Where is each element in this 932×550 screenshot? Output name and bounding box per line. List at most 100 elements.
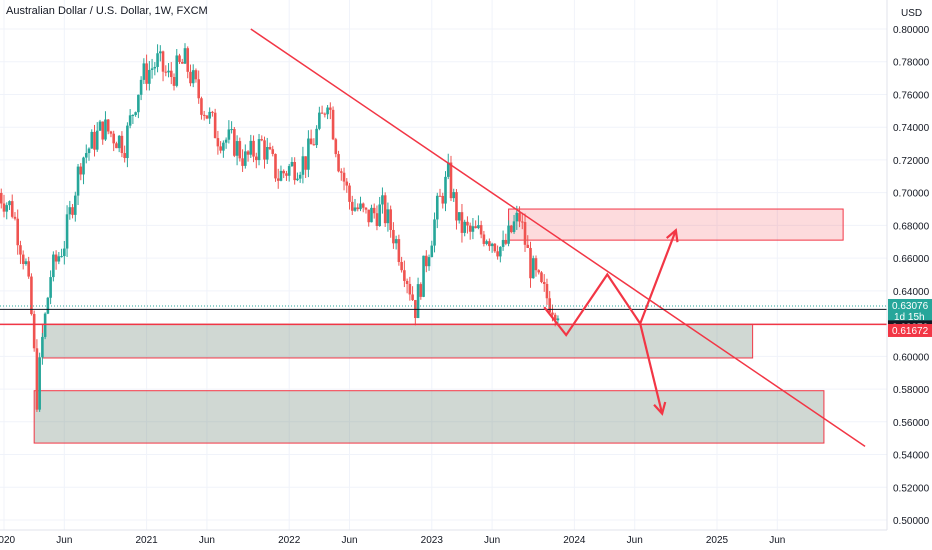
- candle: [490, 242, 494, 253]
- candle: [422, 255, 425, 298]
- supply-demand-zones: [33, 208, 844, 444]
- candle-body: [477, 225, 480, 229]
- price-tick-label: 0.76000: [893, 90, 930, 101]
- candle-body: [46, 297, 50, 314]
- candle: [246, 150, 250, 162]
- candle-body: [43, 313, 47, 337]
- candle-body: [455, 192, 458, 221]
- candle: [375, 205, 379, 231]
- candle: [296, 172, 299, 182]
- candle-body: [153, 66, 157, 69]
- price-tick-label: 0.60000: [893, 352, 930, 363]
- candle-body: [244, 151, 247, 166]
- candle: [499, 246, 502, 263]
- candle: [60, 248, 63, 258]
- candle-body: [271, 149, 275, 154]
- projection-path-down: [639, 323, 664, 414]
- candle: [526, 235, 530, 249]
- candle-body: [126, 125, 129, 159]
- candle: [137, 94, 140, 119]
- candle: [501, 230, 505, 251]
- candle-body: [529, 247, 532, 279]
- candle-body: [13, 216, 17, 219]
- candle: [326, 105, 329, 120]
- candle: [446, 153, 450, 180]
- candle: [233, 126, 236, 158]
- candle: [507, 220, 510, 247]
- candle: [485, 239, 488, 246]
- candle: [386, 202, 390, 232]
- candle-body: [104, 119, 107, 140]
- candle-body: [356, 207, 360, 210]
- candle: [320, 105, 324, 114]
- arrowhead-up: [666, 228, 679, 243]
- candle-body: [403, 270, 406, 281]
- candle: [142, 58, 146, 85]
- candle-body: [499, 246, 502, 257]
- candle-body: [115, 143, 118, 149]
- candle-body: [282, 170, 286, 174]
- candle: [194, 68, 198, 83]
- support-zone: [33, 390, 825, 444]
- candle-body: [482, 234, 486, 244]
- last-price-value: 0.63076: [892, 301, 929, 312]
- candle-body: [350, 201, 354, 211]
- candle: [435, 192, 439, 229]
- candle-body: [101, 121, 105, 140]
- candle-body: [172, 77, 176, 86]
- candle: [68, 200, 72, 220]
- candle-body: [164, 71, 168, 73]
- candle-body: [208, 111, 211, 119]
- time-axis[interactable]: 2020 Jun 2021 Jun 2022 Jun 2023 Jun 2024 Jun 2025 J…: [0, 529, 887, 546]
- chart-title: Australian Dollar / U.S. Dollar, 1W, FXC…: [6, 5, 208, 17]
- candle-body: [10, 201, 14, 217]
- candle: [274, 153, 277, 182]
- candle: [419, 282, 423, 300]
- candle: [345, 178, 349, 193]
- candle-body: [468, 225, 472, 232]
- candle: [466, 216, 469, 234]
- candle-body: [556, 318, 560, 321]
- candle: [161, 50, 165, 82]
- candle: [175, 48, 179, 88]
- candle: [180, 58, 184, 64]
- candle-body: [488, 241, 491, 247]
- candle: [449, 155, 453, 202]
- candle-body: [329, 107, 332, 110]
- candle: [455, 189, 458, 230]
- candle: [471, 218, 475, 240]
- candle-body: [16, 218, 20, 246]
- price-axis[interactable]: USD 0.80000 0.78000 0.76000 0.74000 0.72000 0…: [886, 0, 932, 530]
- candle-body: [411, 294, 414, 301]
- candle-body: [493, 243, 497, 252]
- candle: [397, 234, 401, 266]
- candle-body: [427, 257, 431, 267]
- candle: [123, 145, 126, 163]
- candle: [271, 145, 275, 157]
- candle: [65, 205, 69, 257]
- candle-body: [233, 129, 236, 156]
- candle: [430, 240, 434, 258]
- candle: [104, 111, 107, 141]
- candle-body: [180, 61, 184, 64]
- candle-body: [315, 128, 318, 146]
- candle: [468, 222, 472, 240]
- candle-body: [148, 69, 151, 84]
- candle-body: [534, 258, 538, 271]
- candle-body: [5, 205, 9, 212]
- candle-body: [339, 171, 343, 173]
- candle: [350, 195, 354, 216]
- candle-body: [334, 139, 338, 155]
- candle: [71, 204, 74, 219]
- candle: [265, 137, 269, 165]
- candle-body: [191, 70, 195, 84]
- candle: [164, 65, 168, 77]
- candle: [542, 274, 546, 292]
- candle: [19, 240, 22, 264]
- candle-body: [430, 245, 434, 258]
- candle-body: [82, 157, 85, 175]
- candle: [359, 196, 362, 212]
- candle-body: [183, 48, 187, 64]
- candle: [5, 202, 9, 220]
